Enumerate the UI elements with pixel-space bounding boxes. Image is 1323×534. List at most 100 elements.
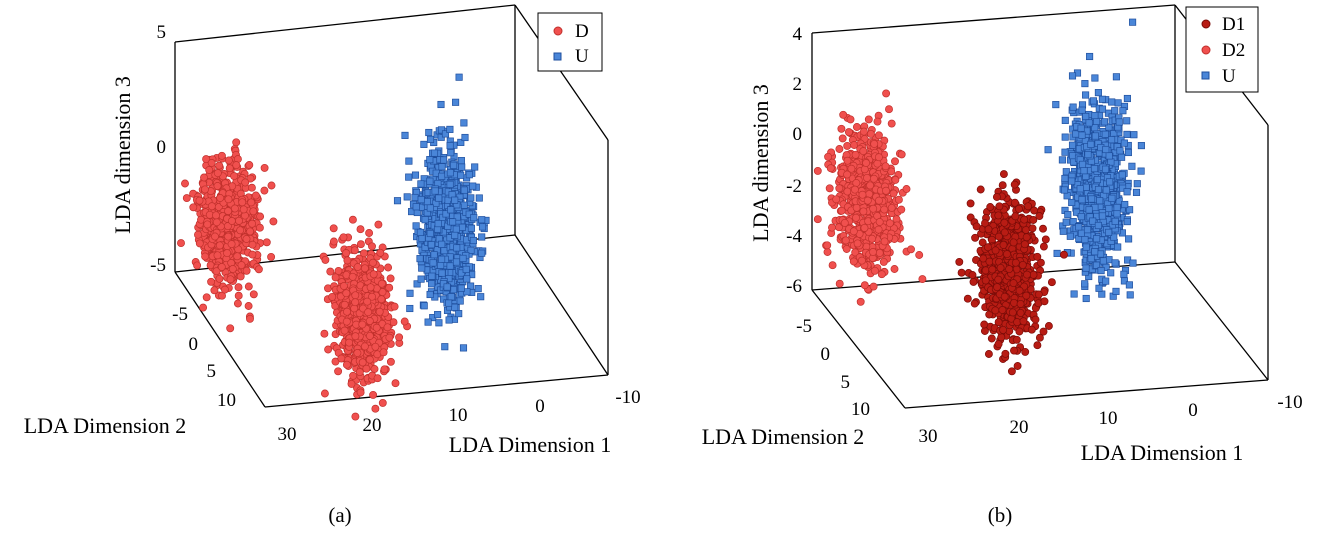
scatter-point-d bbox=[255, 223, 264, 232]
scatter-point-d bbox=[371, 404, 380, 413]
scatter-point-u bbox=[1086, 52, 1094, 61]
y-tick-label: 10 bbox=[217, 390, 236, 411]
scatter-point-d bbox=[242, 266, 251, 275]
scatter-point-u bbox=[438, 269, 446, 277]
scatter-point-d bbox=[362, 364, 371, 373]
scatter-point-d2 bbox=[826, 164, 835, 173]
scatter-point-d bbox=[247, 183, 256, 192]
scatter-point-d bbox=[194, 230, 202, 239]
scatter-point-u bbox=[1125, 235, 1133, 243]
scatter-point-d1 bbox=[1014, 204, 1023, 213]
points-panel-a bbox=[177, 73, 490, 421]
y-tick-label: 5 bbox=[841, 372, 851, 393]
scatter-point-d2 bbox=[882, 89, 891, 98]
scatter-point-d bbox=[377, 279, 386, 288]
scatter-point-u bbox=[461, 133, 469, 142]
scatter-point-d2 bbox=[887, 203, 896, 212]
scatter-point-d2 bbox=[847, 164, 856, 173]
x-tick-label: 20 bbox=[363, 415, 382, 436]
scatter-point-d1 bbox=[999, 240, 1008, 249]
scatter-point-u bbox=[1111, 217, 1119, 225]
scatter-point-u bbox=[442, 210, 450, 218]
scatter-point-d2 bbox=[873, 159, 882, 168]
scatter-point-d bbox=[334, 367, 343, 376]
scatter-point-u bbox=[1105, 228, 1113, 236]
scatter-point-d bbox=[244, 302, 253, 310]
scatter-point-d bbox=[237, 261, 246, 270]
scatter-point-u bbox=[426, 135, 435, 143]
scatter-point-d2 bbox=[828, 223, 836, 232]
scatter-point-u bbox=[446, 180, 454, 188]
scatter-point-d bbox=[230, 204, 239, 213]
scatter-point-d1 bbox=[1013, 362, 1022, 370]
scatter-point-u bbox=[1082, 264, 1090, 272]
scatter-point-d2 bbox=[838, 134, 847, 143]
scatter-point-d1 bbox=[994, 275, 1003, 284]
scatter-point-d1 bbox=[966, 199, 975, 208]
scatter-point-d bbox=[349, 371, 358, 380]
scatter-point-d2 bbox=[866, 181, 875, 190]
scatter-point-u bbox=[1115, 118, 1123, 126]
scatter-point-u bbox=[1097, 267, 1105, 275]
scatter-point-d2 bbox=[897, 150, 906, 159]
scatter-point-d bbox=[235, 216, 243, 225]
scatter-point-d2 bbox=[881, 162, 890, 171]
scatter-point-u bbox=[1061, 116, 1069, 124]
scatter-point-u bbox=[462, 265, 470, 273]
scatter-point-d bbox=[342, 317, 351, 326]
scatter-point-d bbox=[233, 299, 242, 308]
scatter-point-d bbox=[353, 263, 362, 271]
scatter-point-u bbox=[457, 138, 465, 146]
scatter-point-u bbox=[1137, 167, 1145, 175]
scatter-point-u bbox=[426, 229, 434, 238]
scatter-point-u bbox=[411, 193, 419, 202]
scatter-point-u bbox=[446, 169, 454, 177]
scatter-point-d1 bbox=[970, 299, 979, 308]
scatter-point-d bbox=[366, 283, 375, 292]
scatter-point-d bbox=[365, 355, 374, 364]
scatter-point-u bbox=[1112, 73, 1120, 81]
scatter-point-u bbox=[1111, 259, 1119, 267]
scatter-point-u bbox=[446, 262, 454, 270]
scatter-point-u bbox=[1061, 148, 1069, 156]
scatter-point-u bbox=[1093, 235, 1101, 243]
scatter-point-u bbox=[426, 156, 434, 164]
scatter-point-d2 bbox=[891, 157, 899, 166]
scatter-point-u bbox=[459, 254, 467, 262]
scatter-point-d bbox=[351, 412, 360, 421]
scatter-point-u bbox=[457, 284, 465, 292]
scatter-point-d bbox=[372, 323, 381, 332]
scatter-point-u bbox=[452, 98, 460, 106]
scatter-point-d1 bbox=[1047, 278, 1056, 287]
z-tick-label: 0 bbox=[793, 124, 803, 145]
scatter-point-u bbox=[406, 304, 414, 313]
scatter-point-d2 bbox=[915, 251, 924, 259]
scatter-point-d bbox=[205, 166, 214, 174]
scatter-point-u bbox=[428, 280, 436, 288]
scatter-point-d bbox=[215, 241, 224, 250]
scatter-point-d bbox=[386, 274, 395, 283]
scatter-point-d2 bbox=[844, 128, 853, 137]
scatter-point-d1 bbox=[1039, 224, 1047, 233]
scatter-point-d bbox=[216, 194, 225, 202]
scatter-point-d bbox=[226, 324, 235, 333]
scatter-point-d1 bbox=[991, 246, 1000, 255]
scatter-point-d2 bbox=[891, 175, 900, 184]
scatter-point-d1 bbox=[995, 202, 1004, 211]
scatter-point-d2 bbox=[877, 270, 886, 279]
scatter-point-d1 bbox=[1020, 240, 1029, 249]
scatter-point-d bbox=[328, 292, 337, 301]
scatter-point-u bbox=[1113, 203, 1121, 212]
scatter-point-u bbox=[470, 214, 478, 222]
scatter-point-d2 bbox=[897, 205, 906, 214]
z-tick-label: -5 bbox=[150, 255, 166, 276]
legend-marker-d2 bbox=[1201, 45, 1211, 55]
legend-marker-d1 bbox=[1201, 19, 1211, 29]
scatter-point-u bbox=[450, 161, 458, 169]
scatter-point-d2 bbox=[823, 248, 832, 256]
scatter-point-d2 bbox=[843, 141, 852, 150]
scatter-point-d bbox=[345, 338, 354, 347]
scatter-point-d bbox=[351, 298, 360, 307]
scatter-point-d1 bbox=[1023, 270, 1031, 279]
scatter-point-d bbox=[342, 289, 351, 298]
